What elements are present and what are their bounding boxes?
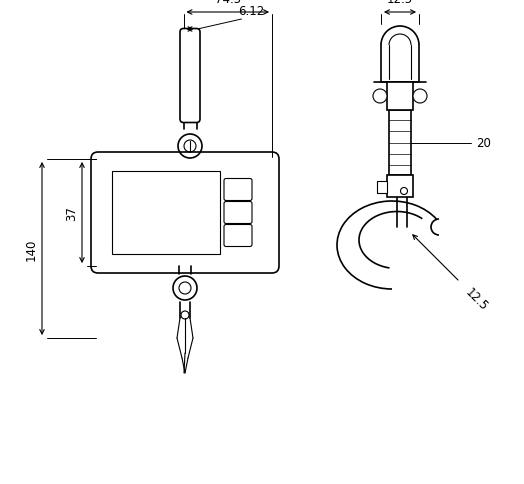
Bar xyxy=(387,83,413,111)
FancyBboxPatch shape xyxy=(180,30,200,123)
Text: 20: 20 xyxy=(476,136,491,150)
Bar xyxy=(112,172,220,255)
Text: 12.5: 12.5 xyxy=(463,286,490,313)
FancyBboxPatch shape xyxy=(224,202,252,224)
FancyBboxPatch shape xyxy=(91,152,279,273)
FancyBboxPatch shape xyxy=(224,225,252,247)
FancyBboxPatch shape xyxy=(224,179,252,201)
Ellipse shape xyxy=(373,90,387,104)
Text: 6.12: 6.12 xyxy=(238,5,265,18)
Bar xyxy=(389,111,411,176)
Bar xyxy=(387,176,413,197)
Ellipse shape xyxy=(413,90,427,104)
Text: 37: 37 xyxy=(66,206,79,221)
Text: 12.5: 12.5 xyxy=(387,0,413,6)
Bar xyxy=(377,182,387,194)
Text: 140: 140 xyxy=(25,238,38,260)
Text: 74.5: 74.5 xyxy=(215,0,241,6)
